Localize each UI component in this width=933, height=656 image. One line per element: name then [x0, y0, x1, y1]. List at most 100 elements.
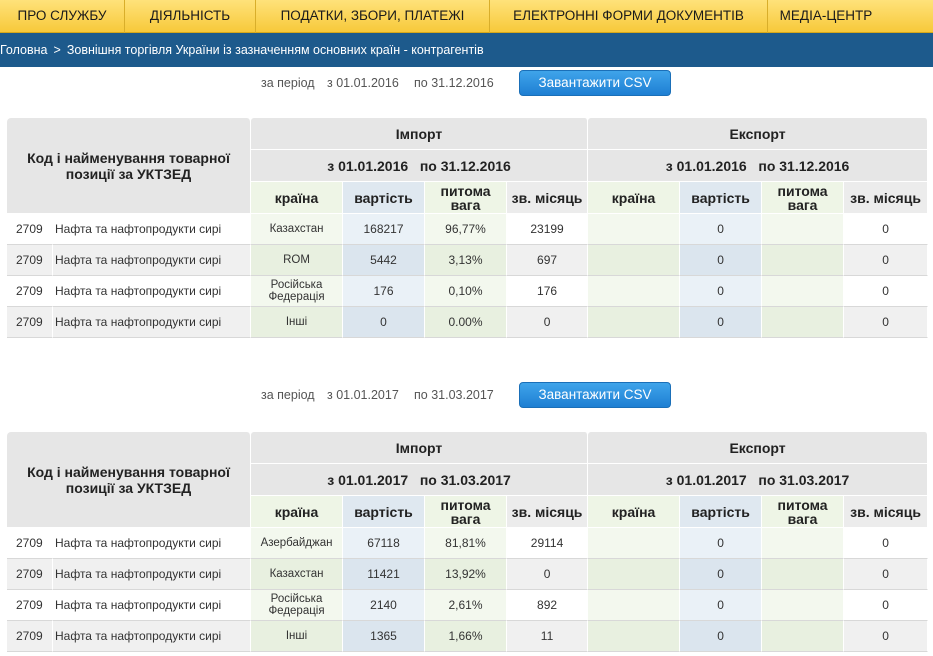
export-value: 0	[680, 214, 763, 245]
export-country	[588, 621, 681, 652]
export-country	[588, 528, 681, 559]
import-country: Азербайджан	[251, 528, 344, 559]
table-row: 2709 Нафта та нафтопродукти сирі Казахст…	[7, 214, 929, 245]
product-code: 2709	[7, 245, 53, 276]
export-country	[588, 276, 681, 307]
import-country: Казахстан	[251, 214, 344, 245]
nav-item-activity[interactable]: ДІЯЛЬНІСТЬ	[125, 0, 256, 33]
breadcrumb-home-link[interactable]: Головна	[0, 43, 48, 57]
period-to: по 31.03.2017	[414, 388, 494, 402]
nav-item-e-forms[interactable]: ЕЛЕКТРОННІ ФОРМИ ДОКУМЕНТІВ	[490, 0, 768, 33]
period-label: за період	[261, 388, 315, 402]
product-code: 2709	[7, 621, 53, 652]
export-share	[762, 245, 845, 276]
export-share	[762, 590, 845, 621]
import-header: Імпорт	[251, 118, 589, 150]
export-value: 0	[680, 245, 763, 276]
export-value: 0	[680, 590, 763, 621]
product-name: Нафта та нафтопродукти сирі	[53, 528, 252, 559]
import-month-header: зв. місяць	[507, 182, 589, 214]
import-country: Інші	[251, 307, 344, 338]
import-share: 1,66%	[425, 621, 508, 652]
export-period: з 01.01.2016 по 31.12.2016	[588, 150, 929, 182]
import-month: 176	[507, 276, 589, 307]
download-csv-button[interactable]: Завантажити CSV	[519, 382, 671, 408]
import-value: 2140	[343, 590, 426, 621]
product-code: 2709	[7, 276, 53, 307]
import-share: 2,61%	[425, 590, 508, 621]
import-country: ROM	[251, 245, 344, 276]
export-country	[588, 214, 681, 245]
period-label: за період	[261, 76, 315, 90]
nav-item-about[interactable]: ПРО СЛУЖБУ	[0, 0, 125, 33]
import-month-header: зв. місяць	[507, 496, 589, 528]
export-share	[762, 559, 845, 590]
product-name: Нафта та нафтопродукти сирі	[53, 590, 252, 621]
table-row: 2709 Нафта та нафтопродукти сирі Інші 0 …	[7, 307, 929, 338]
import-value-header: вартість	[343, 496, 426, 528]
export-share-header: питома вага	[762, 496, 845, 528]
import-month: 0	[507, 307, 589, 338]
period-from: з 01.01.2017	[327, 388, 399, 402]
download-csv-button[interactable]: Завантажити CSV	[519, 70, 671, 96]
product-name: Нафта та нафтопродукти сирі	[53, 621, 252, 652]
table-row: 2709 Нафта та нафтопродукти сирі Інші 13…	[7, 621, 929, 652]
import-share-header: питома вага	[425, 496, 508, 528]
export-share	[762, 214, 845, 245]
trade-table: Код і найменування товарної позиції за У…	[7, 118, 929, 338]
export-country-header: країна	[588, 182, 681, 214]
table-row: 2709 Нафта та нафтопродукти сирі Азербай…	[7, 528, 929, 559]
import-value: 67118	[343, 528, 426, 559]
import-header: Імпорт	[251, 432, 589, 464]
import-value: 1365	[343, 621, 426, 652]
export-month-header: зв. місяць	[844, 496, 929, 528]
import-value: 5442	[343, 245, 426, 276]
export-country	[588, 559, 681, 590]
product-code: 2709	[7, 528, 53, 559]
nav-item-media-center[interactable]: МЕДІА-ЦЕНТР	[779, 8, 873, 23]
import-month: 23199	[507, 214, 589, 245]
export-share	[762, 307, 845, 338]
product-name: Нафта та нафтопродукти сирі	[53, 559, 252, 590]
import-share: 0,10%	[425, 276, 508, 307]
export-country	[588, 245, 681, 276]
export-header: Експорт	[588, 118, 929, 150]
name-column-header: Код і найменування товарної позиції за У…	[7, 118, 252, 214]
import-month: 892	[507, 590, 589, 621]
nav-item-taxes[interactable]: ПОДАТКИ, ЗБОРИ, ПЛАТЕЖІ	[256, 0, 490, 33]
import-value: 176	[343, 276, 426, 307]
breadcrumb-separator: >	[53, 43, 61, 57]
import-share: 81,81%	[425, 528, 508, 559]
export-value: 0	[680, 276, 763, 307]
import-share: 3,13%	[425, 245, 508, 276]
export-month: 0	[844, 276, 929, 307]
product-code: 2709	[7, 559, 53, 590]
export-month: 0	[844, 528, 929, 559]
main-navigation: ПРО СЛУЖБУ ДІЯЛЬНІСТЬ ПОДАТКИ, ЗБОРИ, ПЛ…	[0, 0, 933, 33]
table-row: 2709 Нафта та нафтопродукти сирі Казахст…	[7, 559, 929, 590]
import-share-header: питома вага	[425, 182, 508, 214]
period-from: з 01.01.2016	[327, 76, 399, 90]
table-row: 2709 Нафта та нафтопродукти сирі Російсь…	[7, 590, 929, 621]
export-value: 0	[680, 528, 763, 559]
export-value-header: вартість	[680, 496, 763, 528]
breadcrumb: Головна > Зовнішня торгівля України із заз…	[0, 33, 933, 67]
export-country	[588, 307, 681, 338]
period-to: по 31.12.2016	[414, 76, 494, 90]
product-name: Нафта та нафтопродукти сирі	[53, 307, 252, 338]
import-period: з 01.01.2017 по 31.03.2017	[251, 464, 589, 496]
import-value-header: вартість	[343, 182, 426, 214]
period-row: за період з 01.01.2017 по 31.03.2017 Зав…	[0, 382, 933, 408]
export-country-header: країна	[588, 496, 681, 528]
import-month: 697	[507, 245, 589, 276]
import-country: Інші	[251, 621, 344, 652]
trade-table: Код і найменування товарної позиції за У…	[7, 432, 929, 652]
export-value-header: вартість	[680, 182, 763, 214]
export-share	[762, 528, 845, 559]
import-month: 29114	[507, 528, 589, 559]
import-value: 168217	[343, 214, 426, 245]
export-period: з 01.01.2017 по 31.03.2017	[588, 464, 929, 496]
export-share-header: питома вага	[762, 182, 845, 214]
import-period: з 01.01.2016 по 31.12.2016	[251, 150, 589, 182]
import-value: 11421	[343, 559, 426, 590]
